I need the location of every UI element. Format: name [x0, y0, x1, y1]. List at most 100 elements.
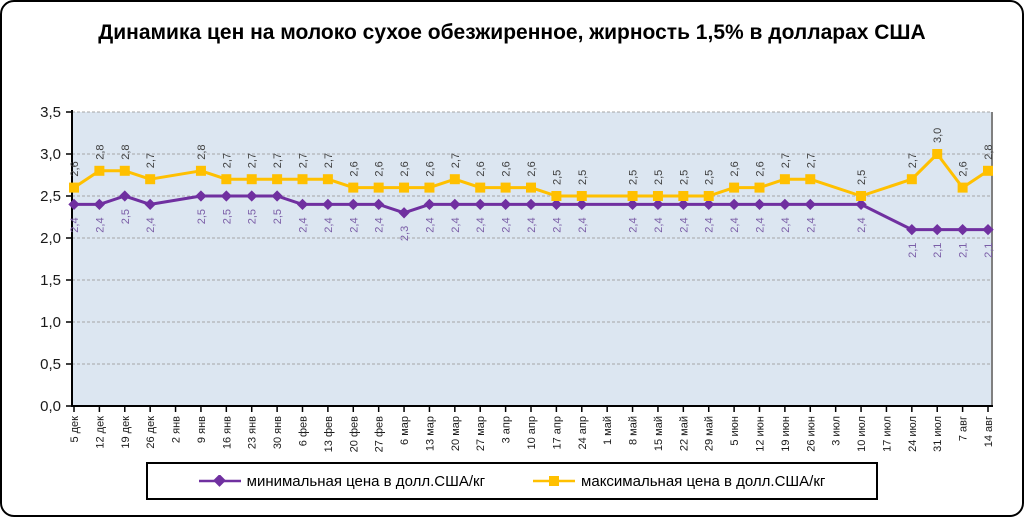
svg-text:2,4: 2,4 [653, 217, 665, 232]
svg-text:2,4: 2,4 [805, 217, 817, 232]
svg-text:2,4: 2,4 [450, 217, 462, 232]
svg-text:2,7: 2,7 [247, 153, 259, 168]
svg-text:0,5: 0,5 [40, 356, 61, 373]
svg-text:10 июл: 10 июл [856, 416, 868, 452]
svg-text:2,6: 2,6 [374, 161, 386, 176]
svg-text:2,7: 2,7 [805, 153, 817, 168]
svg-text:2,8: 2,8 [983, 145, 995, 160]
svg-text:1 май: 1 май [602, 416, 614, 445]
svg-text:2,8: 2,8 [94, 145, 106, 160]
svg-text:2,4: 2,4 [475, 217, 487, 232]
max-series-marker-icon [533, 476, 576, 486]
svg-text:2,6: 2,6 [475, 161, 487, 176]
svg-text:2,4: 2,4 [348, 217, 360, 232]
svg-text:2,5: 2,5 [856, 170, 868, 185]
chart-title-text: Динамика цен на молоко сухое обезжиренно… [98, 21, 926, 44]
svg-text:2,6: 2,6 [348, 161, 360, 176]
x-axis-labels: 5 дек 12 дек 19 дек 26 дек 2 янв 9 янв 16 янв 2… [69, 407, 995, 452]
svg-text:26 дек: 26 дек [145, 416, 157, 449]
svg-text:2,7: 2,7 [272, 153, 284, 168]
svg-text:2,4: 2,4 [551, 217, 563, 232]
svg-text:2,6: 2,6 [399, 161, 411, 176]
svg-text:2,4: 2,4 [678, 217, 690, 232]
svg-text:2,4: 2,4 [374, 217, 386, 232]
svg-text:13 мар: 13 мар [424, 416, 436, 451]
svg-text:2,7: 2,7 [780, 153, 792, 168]
svg-text:2,4: 2,4 [704, 217, 716, 232]
svg-text:5 дек: 5 дек [69, 416, 81, 443]
svg-text:2,0: 2,0 [40, 230, 61, 247]
svg-text:2,4: 2,4 [323, 217, 335, 232]
svg-text:30 янв: 30 янв [272, 416, 284, 449]
svg-text:3,0: 3,0 [932, 128, 944, 143]
svg-text:2,5: 2,5 [272, 209, 284, 224]
svg-text:8 май: 8 май [628, 416, 640, 445]
svg-text:19 дек: 19 дек [120, 416, 132, 449]
svg-text:2,5: 2,5 [704, 170, 716, 185]
svg-text:3 апр: 3 апр [501, 416, 513, 443]
svg-text:2,5: 2,5 [40, 188, 61, 205]
svg-text:20 мар: 20 мар [450, 416, 462, 451]
svg-text:12 июн: 12 июн [755, 416, 767, 452]
svg-text:16 янв: 16 янв [221, 416, 233, 449]
svg-text:2,6: 2,6 [424, 161, 436, 176]
svg-text:2 янв: 2 янв [171, 416, 183, 443]
svg-text:3,5: 3,5 [40, 104, 61, 121]
svg-text:2,7: 2,7 [450, 153, 462, 168]
svg-text:2,5: 2,5 [196, 209, 208, 224]
svg-text:23 янв: 23 янв [247, 416, 259, 449]
svg-text:2,7: 2,7 [298, 153, 310, 168]
svg-text:0,0: 0,0 [40, 398, 61, 415]
svg-text:2,3: 2,3 [399, 226, 411, 241]
svg-text:2,4: 2,4 [298, 217, 310, 232]
svg-text:5 июн: 5 июн [729, 416, 741, 446]
svg-text:2,5: 2,5 [120, 209, 132, 224]
svg-text:26 июн: 26 июн [805, 416, 817, 452]
legend-label-max: максимальная цена в долл.США/кг [581, 472, 826, 490]
svg-text:2,7: 2,7 [221, 153, 233, 168]
svg-text:2,6: 2,6 [501, 161, 513, 176]
svg-text:2,7: 2,7 [323, 153, 335, 168]
svg-text:6 фев: 6 фев [298, 416, 310, 446]
svg-text:2,4: 2,4 [729, 217, 741, 232]
legend-item-max-price: максимальная цена в долл.США/кг [533, 473, 825, 490]
svg-text:13 фев: 13 фев [323, 416, 335, 452]
svg-text:2,4: 2,4 [628, 217, 640, 232]
svg-text:2,5: 2,5 [577, 170, 589, 185]
svg-text:2,4: 2,4 [755, 217, 767, 232]
svg-text:2,4: 2,4 [69, 217, 81, 232]
svg-text:12 дек: 12 дек [94, 416, 106, 449]
y-axis-labels: 0,0 0,5 1,0 1,5 2,0 2,5 3,0 3,5 [40, 104, 61, 415]
svg-text:27 фев: 27 фев [374, 416, 386, 452]
svg-text:1,5: 1,5 [40, 272, 61, 289]
svg-text:2,5: 2,5 [678, 170, 690, 185]
svg-text:2,6: 2,6 [69, 161, 81, 176]
svg-text:29 май: 29 май [704, 416, 716, 451]
chart-legend: минимальная цена в долл.США/кг максималь… [146, 462, 878, 500]
svg-text:2,4: 2,4 [856, 217, 868, 232]
svg-text:7 авг: 7 авг [958, 416, 970, 441]
svg-text:15 май: 15 май [653, 416, 665, 451]
svg-text:3,0: 3,0 [40, 146, 61, 163]
svg-text:24 июл: 24 июл [907, 416, 919, 452]
svg-text:2,5: 2,5 [653, 170, 665, 185]
svg-text:2,6: 2,6 [755, 161, 767, 176]
svg-text:31 июл: 31 июл [932, 416, 944, 452]
plot-area [72, 112, 992, 406]
svg-text:17 июл: 17 июл [881, 416, 893, 452]
svg-text:2,8: 2,8 [196, 145, 208, 160]
svg-text:2,5: 2,5 [628, 170, 640, 185]
svg-text:2,1: 2,1 [907, 243, 919, 258]
svg-text:27 мар: 27 мар [475, 416, 487, 451]
svg-text:19 июн: 19 июн [780, 416, 792, 452]
legend-label-min: минимальная цена в долл.США/кг [246, 472, 486, 490]
svg-text:2,4: 2,4 [780, 217, 792, 232]
svg-text:2,5: 2,5 [247, 209, 259, 224]
series-data-labels-1: 2,6 2,8 2,8 2,7 2,8 2,7 2,7 2,7 2,7 2,7 2,6 2,6 2,6 2… [69, 128, 995, 185]
svg-text:20 фев: 20 фев [348, 416, 360, 452]
svg-text:2,1: 2,1 [983, 243, 995, 258]
svg-text:2,7: 2,7 [907, 153, 919, 168]
svg-text:2,4: 2,4 [526, 217, 538, 232]
svg-text:22 май: 22 май [678, 416, 690, 451]
